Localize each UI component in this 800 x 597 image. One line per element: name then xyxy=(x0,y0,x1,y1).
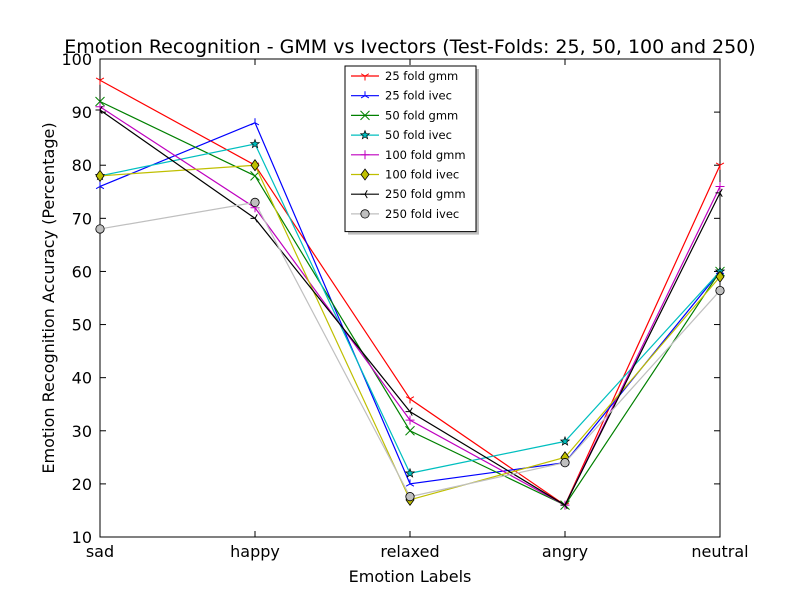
data-point xyxy=(95,181,105,190)
legend-label: 25 fold ivec xyxy=(385,89,452,103)
data-point xyxy=(559,435,571,446)
legend-entry: 250 fold gmm xyxy=(351,187,466,201)
data-point xyxy=(715,181,725,191)
y-tick-label: 30 xyxy=(72,422,92,441)
series-7 xyxy=(95,197,725,502)
data-point xyxy=(249,138,261,149)
y-axis-label: Emotion Recognition Accuracy (Percentage… xyxy=(39,122,58,473)
data-point xyxy=(405,396,415,404)
series-2 xyxy=(95,96,725,510)
chart-title: Emotion Recognition - GMM vs Ivectors (T… xyxy=(64,36,755,58)
x-tick-label: happy xyxy=(230,542,280,561)
y-tick-label: 80 xyxy=(72,156,92,175)
data-point xyxy=(560,500,568,510)
series-6 xyxy=(95,105,723,510)
data-point xyxy=(715,270,725,283)
legend-entry: 100 fold gmm xyxy=(351,148,466,162)
legend-label: 50 fold gmm xyxy=(385,108,458,122)
y-tick-label: 50 xyxy=(72,316,92,335)
series-line xyxy=(99,201,721,498)
legend-marker xyxy=(360,150,370,160)
legend-marker xyxy=(360,110,370,121)
legend-entry: 50 fold ivec xyxy=(351,128,452,142)
y-tick-label: 20 xyxy=(72,475,92,494)
legend: 25 fold gmm 25 fold ivec 50 fold gmm 50 fol… xyxy=(344,65,479,235)
legend-entry: 25 fold ivec xyxy=(351,89,452,103)
data-point xyxy=(405,407,413,416)
data-point xyxy=(95,169,105,183)
x-tick-label: relaxed xyxy=(380,542,439,561)
legend-marker xyxy=(360,91,370,99)
legend-entry: 100 fold ivec xyxy=(351,168,459,182)
data-point xyxy=(250,159,260,172)
legend-marker xyxy=(360,168,370,181)
x-tick-label: neutral xyxy=(691,542,748,561)
data-point xyxy=(405,425,415,436)
legend-label: 100 fold ivec xyxy=(385,168,459,182)
data-point xyxy=(95,105,103,115)
legend-marker xyxy=(360,73,370,81)
legend-entry: 50 fold gmm xyxy=(351,108,458,122)
legend-label: 100 fold gmm xyxy=(385,148,466,162)
legend-box xyxy=(344,65,477,233)
legend-label: 25 fold gmm xyxy=(385,69,458,83)
data-point xyxy=(560,458,570,468)
data-point xyxy=(405,479,415,487)
legend-label: 250 fold ivec xyxy=(385,207,459,221)
data-point xyxy=(715,162,725,170)
legend-marker xyxy=(360,190,368,199)
data-point xyxy=(715,188,723,198)
data-point xyxy=(404,467,416,478)
data-point xyxy=(405,492,415,502)
legend-entry: 250 fold ivec xyxy=(351,207,459,221)
y-tick-label: 100 xyxy=(61,50,92,69)
x-tick-label: sad xyxy=(86,542,114,561)
legend-marker xyxy=(359,129,371,140)
legend-label: 50 fold ivec xyxy=(385,128,452,142)
x-tick-label: angry xyxy=(542,542,588,561)
data-point xyxy=(405,415,415,425)
legend-label: 250 fold gmm xyxy=(385,187,466,201)
y-tick-label: 60 xyxy=(72,262,92,281)
data-point xyxy=(95,224,105,234)
legend-entry: 25 fold gmm xyxy=(351,69,458,83)
y-tick-label: 90 xyxy=(72,103,92,122)
legend-marker xyxy=(360,209,370,219)
y-tick-label: 70 xyxy=(72,209,92,228)
data-point xyxy=(250,118,260,126)
data-point xyxy=(250,197,260,207)
data-point xyxy=(250,214,258,223)
y-tick-label: 40 xyxy=(72,369,92,388)
data-point xyxy=(715,285,725,296)
data-point xyxy=(95,77,105,85)
data-point xyxy=(95,96,105,107)
plot-area: 10 20 30 40 50 60 70 80 90 100 sad happy relaxed angr… xyxy=(61,50,748,561)
y-tick-label: 10 xyxy=(72,528,92,547)
x-axis-label: Emotion Labels xyxy=(349,567,472,586)
